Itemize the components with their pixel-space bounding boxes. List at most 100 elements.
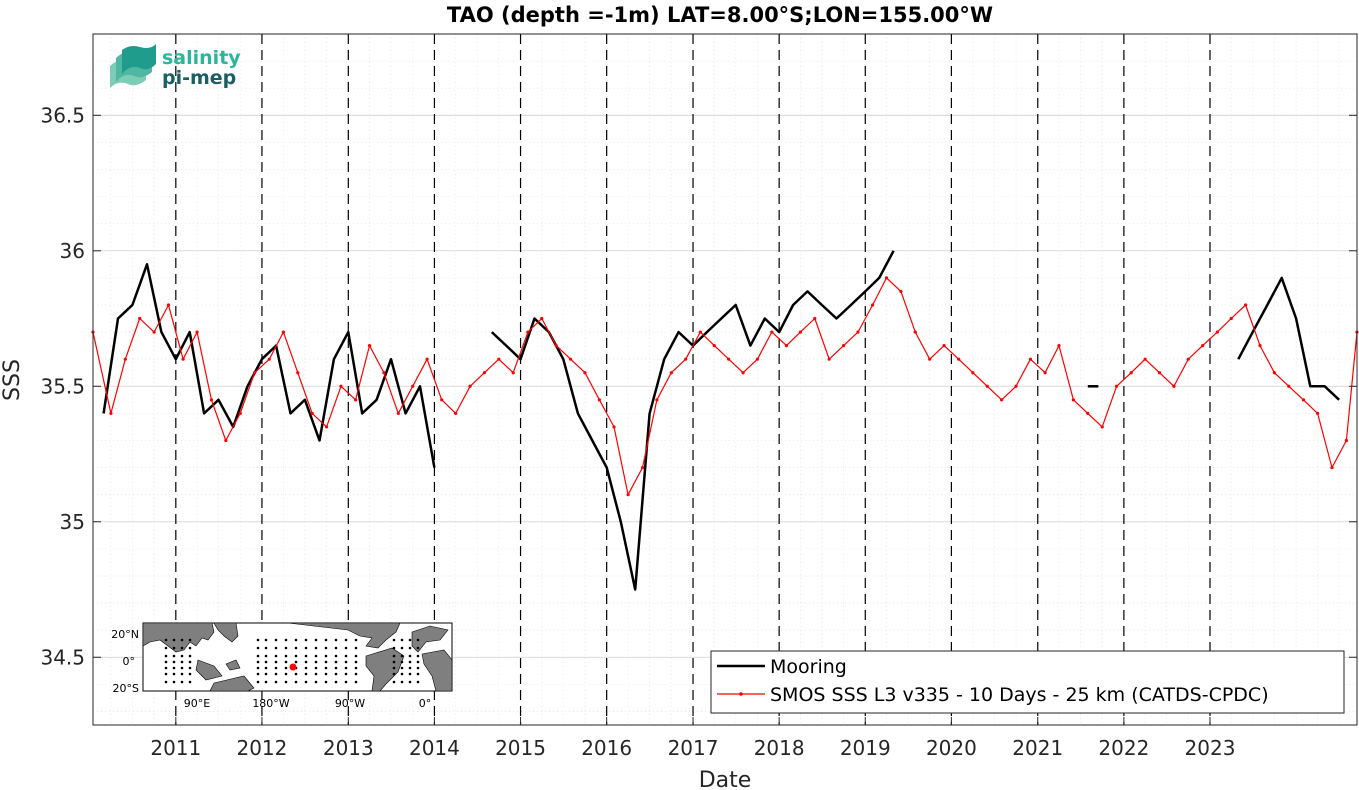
inset-mooring-dot — [172, 646, 176, 650]
smos-point — [195, 330, 199, 334]
inset-mooring-dot — [408, 666, 412, 670]
smos-point — [238, 411, 242, 415]
smos-point — [626, 493, 630, 497]
smos-point — [482, 371, 487, 375]
inset-mooring-dot — [180, 666, 184, 670]
smos-point — [684, 357, 688, 361]
smos-point — [310, 411, 314, 415]
smos-point — [612, 425, 616, 429]
inset-mooring-dot — [164, 660, 168, 664]
inset-mooring-dot — [304, 666, 308, 670]
inset-mooring-dot — [264, 646, 268, 650]
inset-mooring-dot — [284, 638, 288, 642]
inset-mooring-dot — [344, 680, 348, 684]
smos-point — [1071, 398, 1075, 402]
x-tick-label: 2013 — [323, 736, 374, 760]
inset-mooring-dot — [314, 654, 318, 658]
inset-mooring-dot — [264, 666, 268, 670]
smos-point — [497, 357, 501, 361]
inset-mooring-dot — [408, 660, 412, 664]
inset-mooring-dot — [392, 680, 396, 684]
inset-mooring-dot — [284, 660, 288, 664]
inset-mooring-dot — [304, 646, 308, 650]
smos-point — [540, 316, 544, 321]
smos-point — [1157, 371, 1162, 375]
smos-point — [296, 371, 300, 375]
inset-mooring-dot — [416, 654, 420, 658]
inset-mooring-dot — [256, 666, 260, 670]
smos-point — [526, 330, 530, 334]
inset-lon-label-90w: 90°W — [335, 697, 365, 710]
smos-point — [181, 357, 185, 361]
smos-point — [899, 289, 903, 294]
inset-mooring-dot — [294, 672, 298, 676]
inset-mooring-dot — [334, 638, 338, 642]
smos-point — [712, 344, 716, 348]
y-tick-label: 35 — [60, 510, 85, 534]
inset-mooring-dot — [164, 672, 168, 676]
inset-mooring-dot — [274, 638, 278, 642]
legend-label-mooring: Mooring — [770, 656, 847, 678]
smos-point — [755, 357, 760, 361]
smos-point — [640, 465, 645, 470]
smos-point — [367, 344, 372, 348]
inset-mooring-dot — [264, 654, 268, 658]
inset-mooring-dot — [264, 638, 268, 642]
inset-mooring-dot — [172, 660, 176, 664]
x-axis-label: Date — [699, 768, 752, 790]
inset-mooring-dot — [408, 672, 412, 676]
smos-point — [1086, 411, 1090, 415]
smos-point — [971, 371, 975, 375]
inset-mooring-dot — [400, 672, 404, 676]
inset-mooring-dot — [392, 646, 396, 650]
smos-point — [468, 384, 472, 388]
inset-mooring-dot — [416, 646, 420, 650]
inset-mooring-dot — [304, 638, 308, 642]
smos-point — [798, 330, 802, 334]
x-tick-label: 2019 — [840, 736, 891, 760]
logo-text-pi-mep: pi-mep — [162, 67, 236, 89]
inset-mooring-dot — [256, 646, 260, 650]
smos-point — [1057, 344, 1061, 348]
smos-point — [1114, 384, 1119, 388]
inset-mooring-dot — [334, 646, 338, 650]
inset-mooring-dot — [334, 666, 338, 670]
inset-mooring-dot — [188, 666, 192, 670]
inset-mooring-dot — [400, 680, 404, 684]
inset-mooring-dot — [164, 666, 168, 670]
smos-point — [1287, 384, 1291, 388]
inset-mooring-dot — [188, 672, 192, 676]
inset-mooring-dot — [180, 638, 184, 642]
inset-mooring-dot — [304, 654, 308, 658]
inset-mooring-dot — [188, 646, 192, 650]
smos-point — [1043, 371, 1047, 375]
inset-lon-label-0: 0° — [419, 697, 432, 710]
inset-map-land — [142, 622, 453, 692]
smos-point — [511, 371, 515, 375]
mooring-line — [102, 263, 436, 468]
x-tick-label: 2020 — [926, 736, 977, 760]
inset-mooring-dot — [274, 672, 278, 676]
inset-mooring-dot — [334, 660, 338, 664]
smos-point — [1014, 384, 1018, 388]
inset-mooring-dot — [416, 666, 420, 670]
smos-point — [741, 371, 745, 375]
inset-mooring-dot — [256, 680, 260, 684]
smos-point — [669, 371, 673, 375]
inset-mooring-dot — [164, 638, 168, 642]
inset-mooring-dot — [164, 654, 168, 658]
smos-point — [339, 384, 343, 388]
inset-mooring-dot — [334, 672, 338, 676]
inset-mooring-dot — [344, 666, 348, 670]
inset-mooring-dot — [344, 646, 348, 650]
inset-mooring-dot — [392, 666, 396, 670]
smos-point — [109, 411, 113, 415]
inset-mooring-dot — [408, 646, 412, 650]
inset-mooring-dot — [180, 672, 184, 676]
inset-mooring-dot — [392, 654, 396, 658]
x-tick-label: 2016 — [581, 736, 632, 760]
inset-mooring-dot — [392, 672, 396, 676]
inset-mooring-dot — [284, 646, 288, 650]
smos-point — [957, 357, 961, 361]
x-tick-label: 2015 — [495, 736, 546, 760]
